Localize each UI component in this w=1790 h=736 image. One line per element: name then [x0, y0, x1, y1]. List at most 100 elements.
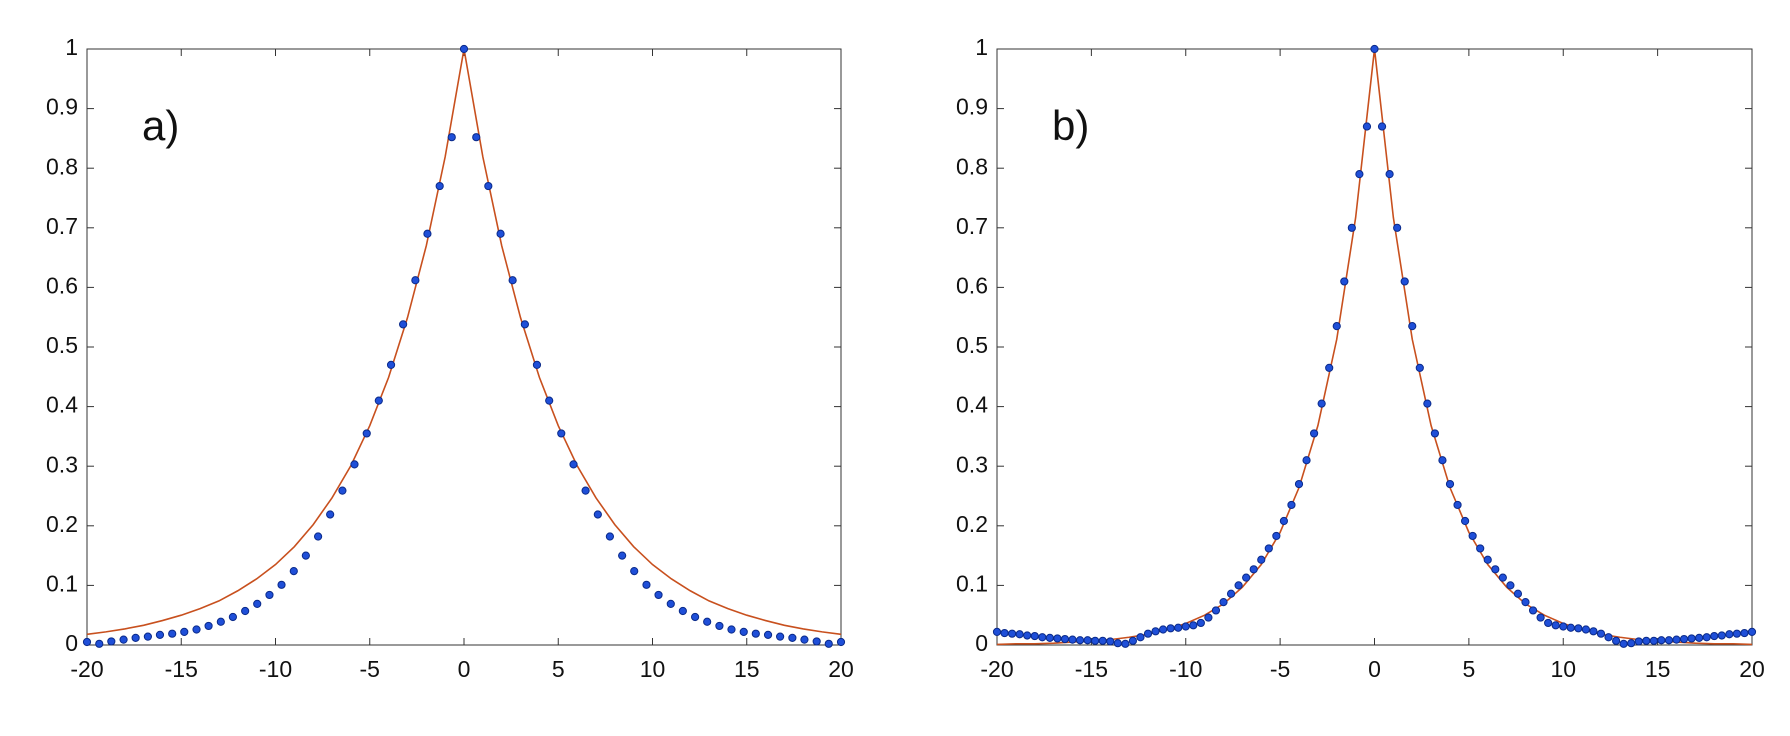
point [241, 606, 250, 616]
point [1166, 624, 1175, 633]
point [1649, 636, 1658, 645]
point [1423, 399, 1432, 408]
point [788, 633, 797, 642]
point [1612, 636, 1621, 645]
point [1332, 322, 1341, 331]
point [715, 621, 724, 631]
point [581, 486, 590, 495]
y-tick-label: 0.7 [956, 213, 988, 239]
x-tick-label: 5 [1462, 656, 1475, 682]
point [1695, 633, 1704, 642]
point [1377, 122, 1387, 131]
point [1226, 589, 1236, 598]
x-tick-label: -20 [70, 656, 103, 682]
point [1272, 531, 1281, 541]
point [1106, 637, 1115, 646]
annotation: a) [142, 102, 179, 149]
point [992, 627, 1002, 636]
point [1264, 544, 1273, 553]
point [1362, 122, 1372, 131]
point [1038, 633, 1047, 642]
point [520, 320, 529, 329]
x-tick-label: -5 [1270, 656, 1290, 682]
point [1189, 621, 1198, 630]
y-tick-label: 1 [975, 34, 988, 60]
point [1604, 633, 1613, 642]
point [399, 320, 408, 329]
point [1053, 634, 1062, 643]
point [411, 276, 420, 285]
point [1551, 621, 1560, 630]
annotation: b) [1052, 102, 1089, 149]
point [1627, 639, 1636, 648]
point [836, 637, 846, 647]
point [131, 633, 140, 642]
point [1151, 627, 1160, 636]
point [545, 396, 554, 405]
x-tick-label: 0 [458, 656, 471, 682]
point [1098, 636, 1107, 645]
point [484, 181, 493, 191]
point [1143, 629, 1153, 638]
point [1257, 555, 1266, 564]
y-tick-label: 0.9 [956, 94, 988, 120]
point [1506, 581, 1515, 590]
x-tick-label: -20 [980, 656, 1013, 682]
x-tick-label: 0 [1368, 656, 1381, 682]
point [1030, 631, 1039, 641]
point [678, 606, 687, 616]
point [301, 551, 310, 560]
point [1045, 633, 1054, 642]
point [1468, 531, 1477, 541]
point [1445, 479, 1455, 489]
y-tick-label: 0.2 [956, 511, 988, 537]
point [1438, 456, 1447, 465]
point [496, 229, 505, 238]
x-tick-label: 20 [828, 656, 854, 682]
x-tick-label: 10 [640, 656, 666, 682]
point [727, 625, 736, 634]
point [1000, 628, 1009, 638]
point [1687, 634, 1696, 643]
x-tick-label: -5 [360, 656, 380, 682]
point [1657, 636, 1666, 645]
point [1491, 565, 1500, 574]
point [666, 599, 675, 608]
point [1325, 363, 1334, 372]
point [1679, 634, 1689, 644]
point [265, 590, 274, 600]
point [1347, 223, 1356, 232]
y-tick-label: 0.8 [46, 153, 78, 179]
point [1544, 618, 1553, 628]
point [119, 635, 128, 644]
point [1702, 633, 1711, 642]
point [386, 360, 396, 369]
y-tick-label: 0.2 [46, 511, 78, 537]
point [107, 637, 116, 646]
point [472, 133, 481, 142]
point [1128, 636, 1138, 645]
point [459, 44, 469, 54]
point [1717, 631, 1726, 640]
point [1710, 631, 1719, 641]
point [1302, 456, 1311, 465]
point [1498, 573, 1507, 582]
point [1536, 613, 1545, 622]
y-tick-label: 0.6 [956, 272, 988, 298]
x-tick-label: 20 [1739, 656, 1765, 682]
y-tick-label: 0.9 [46, 94, 78, 120]
point [1596, 629, 1606, 638]
point [1415, 363, 1424, 372]
point [1355, 170, 1364, 179]
point [1196, 618, 1205, 628]
point [362, 429, 371, 438]
point [314, 532, 323, 541]
x-tick-label: -10 [259, 656, 292, 682]
point [1023, 631, 1032, 640]
point [532, 360, 542, 369]
point [1060, 634, 1070, 644]
y-tick-label: 0.1 [956, 570, 988, 596]
point [143, 632, 152, 641]
y-tick-label: 0.7 [46, 213, 78, 239]
